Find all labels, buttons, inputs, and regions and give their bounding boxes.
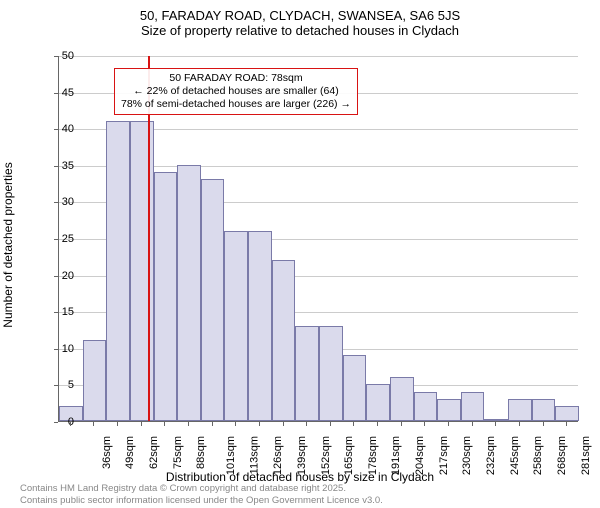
y-tick-label: 5 <box>44 379 74 391</box>
histogram-bar <box>224 231 248 421</box>
annotation-line3: 78% of semi-detached houses are larger (… <box>121 98 351 111</box>
x-tick-label: 217sqm <box>438 436 450 475</box>
histogram-bar <box>437 399 461 421</box>
annotation-line1: 50 FARADAY ROAD: 78sqm <box>121 72 351 85</box>
y-tick-label: 30 <box>44 196 74 208</box>
histogram-bar <box>248 231 272 421</box>
x-tick-mark <box>212 422 213 426</box>
histogram-bar <box>201 179 225 421</box>
y-tick-mark <box>54 166 58 167</box>
x-tick-label: 178sqm <box>367 436 379 475</box>
x-tick-mark <box>93 422 94 426</box>
x-tick-label: 204sqm <box>414 436 426 475</box>
chart-title-line2: Size of property relative to detached ho… <box>0 23 600 38</box>
x-tick-label: 62sqm <box>148 436 160 469</box>
y-tick-mark <box>54 93 58 94</box>
y-tick-mark <box>54 385 58 386</box>
x-tick-mark <box>117 422 118 426</box>
y-tick-mark <box>54 129 58 130</box>
y-tick-label: 35 <box>44 160 74 172</box>
histogram-bar <box>319 326 343 421</box>
annotation-box: 50 FARADAY ROAD: 78sqm← 22% of detached … <box>114 68 358 115</box>
histogram-bar <box>532 399 556 421</box>
histogram-bar <box>154 172 178 421</box>
x-tick-mark <box>377 422 378 426</box>
x-tick-label: 268sqm <box>556 436 568 475</box>
x-tick-mark <box>330 422 331 426</box>
histogram-chart: 50, FARADAY ROAD, CLYDACH, SWANSEA, SA6 … <box>0 8 600 508</box>
y-tick-mark <box>54 422 58 423</box>
x-tick-label: 165sqm <box>343 436 355 475</box>
y-tick-label: 20 <box>44 270 74 282</box>
histogram-bar <box>366 384 390 421</box>
chart-title-line1: 50, FARADAY ROAD, CLYDACH, SWANSEA, SA6 … <box>0 8 600 23</box>
x-tick-label: 281sqm <box>580 436 592 475</box>
y-tick-label: 15 <box>44 306 74 318</box>
x-tick-mark <box>306 422 307 426</box>
histogram-bar <box>508 399 532 421</box>
x-tick-mark <box>401 422 402 426</box>
plot-area: 50 FARADAY ROAD: 78sqm← 22% of detached … <box>58 56 578 422</box>
x-tick-mark <box>141 422 142 426</box>
gridline <box>59 56 578 57</box>
x-tick-label: 88sqm <box>195 436 207 469</box>
x-tick-label: 49sqm <box>124 436 136 469</box>
x-tick-label: 36sqm <box>101 436 113 469</box>
y-tick-mark <box>54 312 58 313</box>
histogram-bar <box>272 260 296 421</box>
x-tick-mark <box>543 422 544 426</box>
x-tick-mark <box>235 422 236 426</box>
x-tick-label: 139sqm <box>296 436 308 475</box>
x-tick-mark <box>472 422 473 426</box>
attribution-line2: Contains public sector information licen… <box>20 495 383 506</box>
x-tick-mark <box>353 422 354 426</box>
histogram-bar <box>343 355 367 421</box>
y-tick-mark <box>54 56 58 57</box>
x-tick-mark <box>448 422 449 426</box>
histogram-bar <box>83 340 107 421</box>
x-tick-label: 113sqm <box>248 436 260 474</box>
y-tick-label: 25 <box>44 233 74 245</box>
x-tick-label: 232sqm <box>485 436 497 475</box>
y-tick-label: 40 <box>44 123 74 135</box>
x-tick-mark <box>259 422 260 426</box>
x-tick-label: 101sqm <box>225 436 237 475</box>
histogram-bar <box>295 326 319 421</box>
x-tick-mark <box>164 422 165 426</box>
x-tick-label: 191sqm <box>391 436 403 475</box>
x-tick-mark <box>566 422 567 426</box>
histogram-bar <box>414 392 438 421</box>
x-tick-mark <box>188 422 189 426</box>
attribution-line1: Contains HM Land Registry data © Crown c… <box>20 483 383 494</box>
annotation-line2: ← 22% of detached houses are smaller (64… <box>121 85 351 98</box>
x-tick-mark <box>424 422 425 426</box>
histogram-bar <box>555 406 579 421</box>
histogram-bar <box>461 392 485 421</box>
x-tick-label: 258sqm <box>532 436 544 475</box>
attribution-text: Contains HM Land Registry data © Crown c… <box>20 483 383 506</box>
x-tick-mark <box>495 422 496 426</box>
x-tick-label: 75sqm <box>172 436 184 469</box>
y-tick-mark <box>54 349 58 350</box>
y-tick-label: 10 <box>44 343 74 355</box>
histogram-bar <box>390 377 414 421</box>
histogram-bar <box>106 121 130 421</box>
histogram-bar <box>177 165 201 421</box>
y-tick-mark <box>54 239 58 240</box>
y-axis-label: Number of detached properties <box>1 162 15 327</box>
y-tick-mark <box>54 202 58 203</box>
y-tick-label: 50 <box>44 50 74 62</box>
y-tick-label: 45 <box>44 87 74 99</box>
x-tick-label: 152sqm <box>320 436 332 475</box>
x-tick-label: 230sqm <box>462 436 474 475</box>
x-tick-label: 126sqm <box>272 436 284 475</box>
x-tick-label: 245sqm <box>509 436 521 475</box>
x-tick-mark <box>519 422 520 426</box>
y-tick-mark <box>54 276 58 277</box>
histogram-bar <box>484 419 508 421</box>
x-tick-mark <box>283 422 284 426</box>
x-tick-mark <box>70 422 71 426</box>
